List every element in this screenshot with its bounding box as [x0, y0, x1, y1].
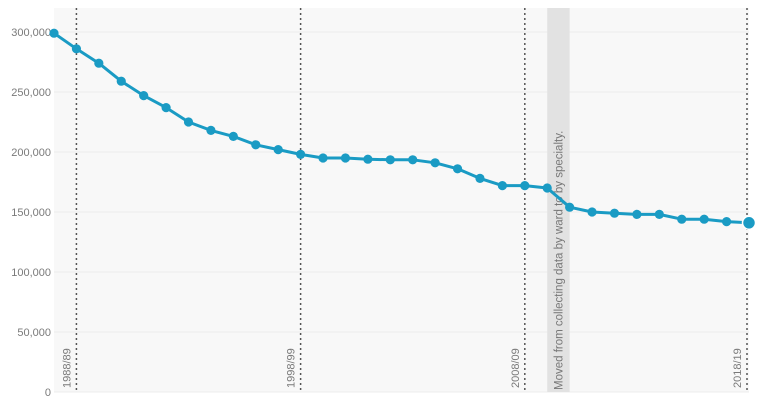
data-point	[542, 183, 552, 193]
y-tick-label: 150,000	[11, 207, 51, 219]
y-tick-label: 300,000	[11, 27, 51, 39]
data-point	[721, 217, 732, 227]
annotation-band-layer: Moved from collecting data by ward to by…	[547, 8, 570, 392]
plot-background	[54, 8, 749, 392]
data-point	[699, 214, 709, 224]
reference-line-label: 2008/09	[510, 348, 522, 388]
data-point	[741, 215, 757, 231]
data-point	[206, 125, 216, 135]
reference-line-label: 2018/19	[732, 348, 744, 388]
data-point	[587, 207, 597, 217]
y-tick-label: 250,000	[11, 87, 51, 99]
data-point	[228, 131, 238, 141]
reference-lines: 1988/89 1998/99 2008/09 2018/19	[61, 8, 748, 392]
data-point	[251, 140, 261, 150]
data-point	[475, 173, 485, 183]
data-point	[565, 202, 575, 212]
data-points	[49, 28, 757, 231]
data-point	[385, 155, 395, 165]
reference-line-label: 1998/99	[286, 348, 298, 388]
data-point	[520, 181, 530, 191]
data-point	[654, 209, 664, 219]
y-axis-tick-labels: 0 50,000 100,000 150,000 200,000 250,000 300,0…	[11, 27, 51, 399]
data-point	[677, 214, 687, 224]
annotation-band	[547, 8, 570, 392]
data-point	[49, 28, 59, 38]
data-point	[273, 145, 283, 155]
data-point	[183, 117, 194, 127]
data-point	[632, 209, 642, 219]
data-point	[408, 155, 418, 165]
data-point	[71, 44, 82, 54]
data-point	[296, 149, 306, 159]
y-tick-label: 100,000	[11, 267, 51, 279]
annotation-band-label: Moved from collecting data by ward to by…	[553, 131, 565, 390]
data-point	[161, 103, 171, 113]
data-point	[430, 158, 440, 168]
y-tick-label: 0	[45, 387, 51, 399]
data-point	[340, 153, 351, 163]
reference-line-label: 1988/89	[61, 348, 73, 388]
data-point	[139, 91, 149, 101]
gridlines	[54, 31, 749, 393]
data-point	[609, 208, 620, 218]
data-point	[452, 164, 463, 174]
data-point	[363, 154, 373, 164]
data-point	[318, 153, 328, 163]
data-point	[497, 181, 507, 191]
data-point	[94, 58, 104, 68]
data-point	[116, 76, 126, 86]
y-tick-label: 50,000	[17, 327, 51, 339]
y-tick-label: 200,000	[11, 147, 51, 159]
